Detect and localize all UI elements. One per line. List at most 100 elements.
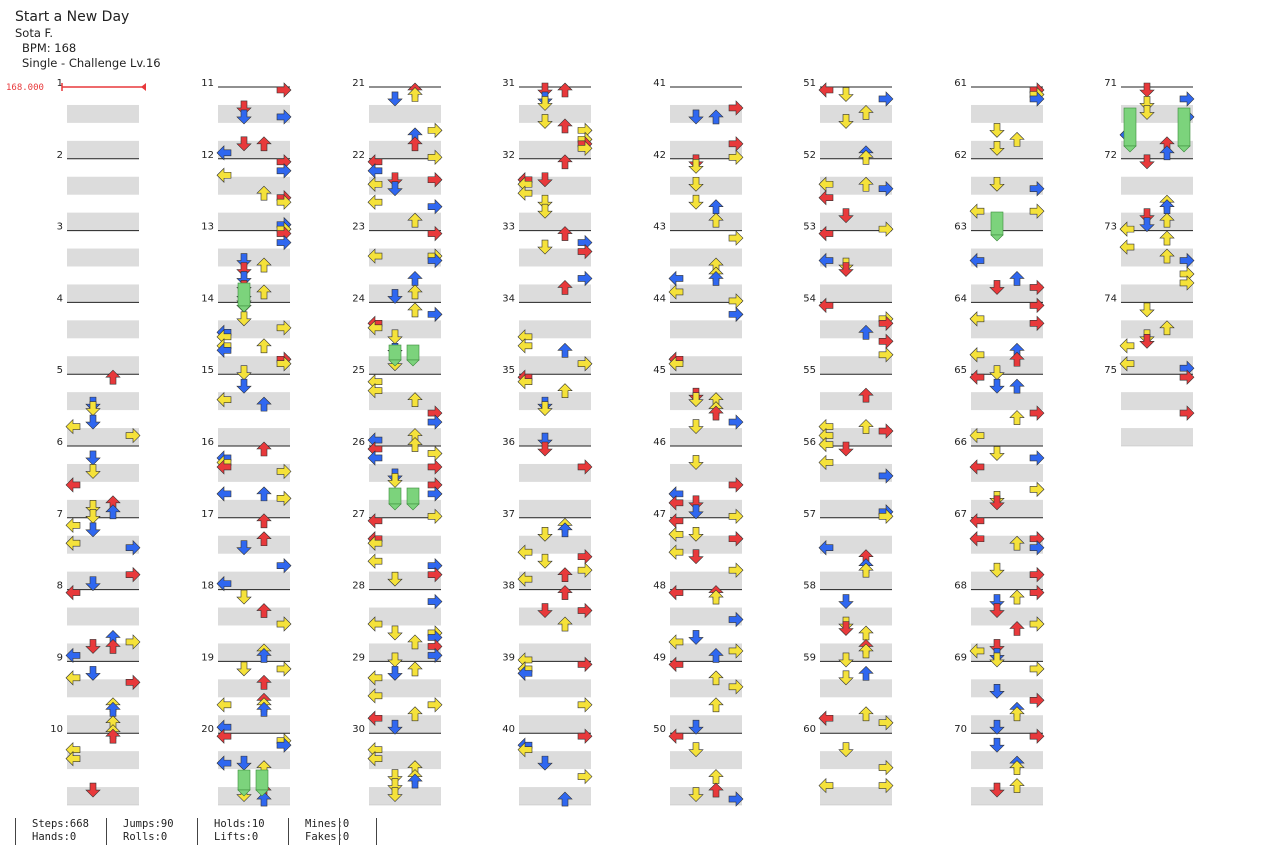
stats-col-jumps: Jumps:90 Rolls:0 (106, 818, 197, 845)
down-arrow-icon (1139, 208, 1155, 224)
left-arrow-icon (65, 418, 81, 435)
step-notes (65, 82, 1195, 807)
beat-band (820, 499, 892, 518)
beat-band (369, 176, 441, 195)
right-arrow-icon (577, 697, 593, 713)
measure-number: 66 (954, 437, 967, 448)
up-arrow-icon (1159, 230, 1175, 246)
left-arrow-icon (969, 252, 985, 269)
beat-band (369, 535, 441, 554)
measure-number: 53 (803, 222, 816, 233)
left-arrow-icon (969, 427, 985, 444)
left-arrow-icon (216, 728, 232, 744)
up-arrow-icon (858, 665, 874, 681)
right-arrow-icon (1179, 405, 1195, 421)
down-arrow-icon (989, 684, 1005, 699)
up-arrow-icon (1009, 131, 1025, 147)
up-arrow-icon (256, 396, 272, 412)
beat-band (218, 248, 290, 267)
down-arrow-icon (838, 742, 854, 758)
up-arrow-icon (105, 639, 121, 654)
right-arrow-icon (728, 508, 744, 525)
left-arrow-icon (367, 163, 383, 179)
up-arrow-icon (557, 82, 573, 98)
beat-band (67, 643, 139, 662)
hold-tail (237, 305, 251, 313)
beat-band (1121, 356, 1193, 375)
measure-number: 14 (201, 293, 214, 304)
measure-number: 59 (803, 652, 816, 663)
beat-band (519, 212, 591, 231)
left-arrow-icon (367, 535, 383, 551)
stats-col-holds: Holds:10 Lifts:0 (197, 818, 288, 845)
left-arrow-icon (517, 338, 533, 354)
left-arrow-icon (65, 670, 81, 686)
up-arrow-icon (557, 342, 573, 358)
rolls-count: Rolls:0 (123, 831, 168, 843)
left-arrow-icon (668, 584, 684, 601)
down-arrow-icon (387, 666, 403, 681)
beat-band (67, 248, 139, 267)
beat-band (820, 428, 892, 446)
up-arrow-icon (708, 670, 724, 686)
left-arrow-icon (216, 342, 232, 358)
beat-band (369, 356, 441, 375)
right-arrow-icon (728, 679, 744, 695)
beat-band (218, 140, 290, 159)
up-arrow-icon (256, 338, 272, 354)
left-arrow-icon (668, 544, 684, 560)
up-arrow-icon (557, 118, 573, 134)
down-arrow-icon (1139, 82, 1155, 98)
left-arrow-icon (818, 436, 834, 453)
right-arrow-icon (276, 234, 292, 251)
left-arrow-icon (969, 531, 985, 547)
song-title: Start a New Day (15, 9, 130, 25)
beat-band (971, 248, 1043, 267)
left-arrow-icon (367, 248, 383, 264)
down-arrow-icon (537, 401, 553, 417)
song-artist: Sota F. (15, 26, 53, 40)
measure-number: 22 (352, 150, 365, 161)
measure-number: 42 (653, 150, 666, 161)
down-arrow-icon (989, 141, 1005, 156)
right-arrow-icon (1179, 275, 1195, 291)
left-arrow-icon (367, 176, 383, 192)
right-arrow-icon (427, 566, 443, 583)
beat-band (67, 463, 139, 482)
right-arrow-icon (728, 643, 744, 659)
left-arrow-icon (65, 584, 81, 601)
beat-band (218, 715, 290, 734)
up-arrow-icon (1009, 271, 1025, 286)
up-arrow-icon (708, 782, 724, 798)
down-arrow-icon (387, 769, 403, 785)
up-arrow-icon (407, 661, 423, 677)
up-arrow-icon (407, 392, 423, 407)
beat-band (820, 463, 892, 482)
down-arrow-icon (1139, 217, 1155, 233)
right-arrow-icon (878, 777, 894, 794)
measure-number: 69 (954, 652, 967, 663)
down-arrow-icon (537, 114, 553, 129)
down-arrow-icon (85, 666, 101, 681)
right-arrow-icon (427, 172, 443, 188)
left-arrow-icon (367, 513, 383, 529)
left-arrow-icon (367, 320, 383, 336)
measure-number: 7 (57, 509, 63, 520)
beat-band (369, 212, 441, 231)
fakes-count: Fakes:0 (305, 831, 350, 843)
down-arrow-icon (989, 719, 1005, 735)
hold-body (237, 282, 251, 307)
up-arrow-icon (557, 567, 573, 582)
beat-band (369, 248, 441, 267)
measure-number: 55 (803, 365, 816, 376)
beat-band (67, 715, 139, 734)
left-arrow-icon (367, 194, 383, 210)
measure-number: 26 (352, 437, 365, 448)
up-arrow-icon (1009, 706, 1025, 722)
right-arrow-icon (276, 320, 292, 336)
right-arrow-icon (1029, 91, 1045, 107)
down-arrow-icon (387, 172, 403, 188)
hold-body (990, 211, 1004, 236)
beat-band (369, 679, 441, 698)
left-arrow-icon (668, 728, 684, 744)
